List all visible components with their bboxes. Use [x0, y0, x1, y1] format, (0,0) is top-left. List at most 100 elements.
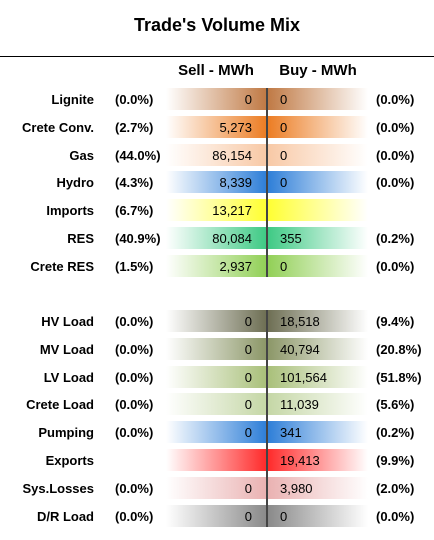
buy-value: 0 [280, 258, 288, 274]
buy-cell: 0 [268, 171, 368, 194]
row-label: Crete Load [26, 397, 94, 413]
buy-percent: (0.2%) [376, 231, 415, 246]
sell-value: 8,339 [219, 175, 252, 191]
row-pumping: Pumping (0.0%) 0 341 (0.2%) [0, 421, 434, 444]
row-lignite: Lignite (0.0%) 0 0 (0.0%) [0, 88, 434, 110]
sell-value: 0 [244, 425, 252, 441]
sell-value: 0 [244, 397, 252, 413]
sell-percent: (0.0%) [115, 425, 154, 441]
row-label: RES [67, 231, 94, 246]
row-label: Hydro [56, 175, 94, 191]
row-label: MV Load [39, 341, 94, 357]
sell-value: 5,273 [219, 119, 252, 135]
buy-value: 3,980 [280, 480, 313, 496]
sell-percent: (0.0%) [115, 369, 154, 385]
load-divider [266, 310, 268, 527]
buy-cell: 19,413 [268, 449, 368, 471]
sell-percent: (0.0%) [115, 480, 154, 496]
buy-percent: (9.9%) [376, 453, 415, 468]
buy-value: 355 [280, 231, 302, 246]
sell-percent: (2.7%) [115, 119, 154, 135]
sell-percent: (44.0%) [115, 147, 161, 163]
buy-cell: 0 [268, 504, 368, 527]
buy-cell: 0 [268, 254, 368, 277]
buy-percent: (0.2%) [376, 425, 415, 441]
row-exports: Exports 19,413 (9.9%) [0, 449, 434, 471]
buy-column-header: Buy - MWh [279, 62, 357, 79]
sell-value: 13,217 [212, 203, 252, 219]
row-crete-conv: Crete Conv. (2.7%) 5,273 0 (0.0%) [0, 115, 434, 138]
buy-value: 101,564 [280, 369, 327, 385]
sell-percent: (0.0%) [115, 92, 154, 107]
row-label: LV Load [43, 369, 94, 385]
row-label: Lignite [51, 92, 94, 107]
sell-cell: 8,339 [166, 171, 266, 194]
title-rule [0, 56, 434, 57]
buy-value: 0 [280, 175, 288, 191]
sell-percent: (4.3%) [115, 175, 154, 191]
sell-cell: 80,084 [166, 227, 266, 249]
row-hydro: Hydro (4.3%) 8,339 0 (0.0%) [0, 171, 434, 194]
row-label: D/R Load [36, 508, 94, 524]
row-label: Exports [45, 453, 94, 468]
buy-percent: (20.8%) [376, 341, 422, 357]
sell-cell: 0 [166, 421, 266, 444]
buy-cell: 355 [268, 227, 368, 249]
row-mv-load: MV Load (0.0%) 0 40,794 (20.8%) [0, 337, 434, 360]
row-lv-load: LV Load (0.0%) 0 101,564 (51.8%) [0, 365, 434, 388]
row-label: Gas [69, 147, 94, 163]
generation-divider [266, 88, 268, 277]
buy-percent: (2.0%) [376, 480, 415, 496]
sell-value: 0 [244, 369, 252, 385]
sell-value: 0 [244, 508, 252, 524]
sell-cell: 0 [166, 88, 266, 110]
buy-percent: (0.0%) [376, 147, 415, 163]
sell-cell: 0 [166, 310, 266, 332]
buy-value: 40,794 [280, 341, 320, 357]
buy-value: 11,039 [280, 397, 319, 413]
row-label: Crete Conv. [22, 119, 94, 135]
buy-cell: 40,794 [268, 337, 368, 360]
sell-cell: 5,273 [166, 115, 266, 138]
sell-cell: 0 [166, 504, 266, 527]
buy-percent: (0.0%) [376, 258, 415, 274]
row-crete-res: Crete RES (1.5%) 2,937 0 (0.0%) [0, 254, 434, 277]
sell-value: 80,084 [212, 231, 252, 246]
sell-percent: (0.0%) [115, 508, 154, 524]
buy-cell: 0 [268, 88, 368, 110]
sell-percent: (0.0%) [115, 314, 154, 329]
buy-percent: (5.6%) [376, 397, 415, 413]
row-crete-load: Crete Load (0.0%) 0 11,039 (5.6%) [0, 393, 434, 416]
sell-value: 86,154 [212, 147, 252, 163]
buy-percent: (0.0%) [376, 119, 415, 135]
buy-percent: (9.4%) [376, 314, 415, 329]
buy-cell: 101,564 [268, 365, 368, 388]
row-label: Sys.Losses [22, 480, 94, 496]
row-res: RES (40.9%) 80,084 355 (0.2%) [0, 227, 434, 249]
row-imports: Imports (6.7%) 13,217 [0, 199, 434, 222]
row-d-r-load: D/R Load (0.0%) 0 0 (0.0%) [0, 504, 434, 527]
sell-percent: (6.7%) [115, 203, 154, 219]
buy-value: 341 [280, 425, 302, 441]
buy-cell: 0 [268, 115, 368, 138]
sell-value: 0 [244, 480, 252, 496]
sell-cell: 0 [166, 476, 266, 499]
sell-percent: (40.9%) [115, 231, 161, 246]
buy-cell: 3,980 [268, 476, 368, 499]
sell-cell: 0 [166, 337, 266, 360]
sell-percent: (0.0%) [115, 341, 154, 357]
buy-cell [268, 199, 368, 222]
row-hv-load: HV Load (0.0%) 0 18,518 (9.4%) [0, 310, 434, 332]
buy-value: 0 [280, 92, 288, 107]
sell-percent: (0.0%) [115, 397, 154, 413]
buy-value: 0 [280, 119, 288, 135]
sell-cell: 2,937 [166, 254, 266, 277]
sell-value: 0 [244, 341, 252, 357]
sell-column-header: Sell - MWh [178, 62, 254, 79]
buy-value: 19,413 [280, 453, 320, 468]
buy-value: 0 [280, 147, 288, 163]
buy-value: 18,518 [280, 314, 320, 329]
buy-cell: 0 [268, 143, 368, 166]
sell-value: 0 [244, 92, 252, 107]
